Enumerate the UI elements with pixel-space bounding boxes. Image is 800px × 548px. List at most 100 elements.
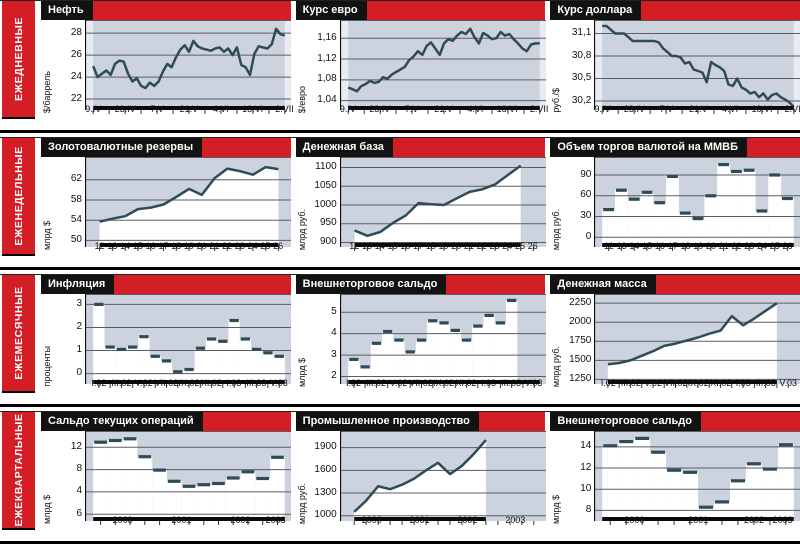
y-axis-tick-label: 2 — [331, 370, 337, 381]
frequency-sidebar: ЕЖЕМЕСЯЧНЫЕ — [0, 275, 37, 404]
y-axis-tick-label: 58 — [70, 193, 82, 205]
x-axis-tick-label: 2001 — [688, 514, 709, 525]
y-axis-tick-label: 30,8 — [571, 49, 592, 61]
y-axis-tick-label: 2000 — [569, 315, 592, 327]
x-axis-tick-label: 13 — [107, 240, 118, 251]
plot-column: 2000 2001 2002 2003 — [339, 431, 546, 526]
y-axis-tick-label: 1,16 — [317, 31, 337, 43]
frequency-band: ЕЖЕДНЕВНЫЕ — [2, 1, 35, 119]
y-axis-tick-label: 1250 — [569, 372, 592, 384]
x-axis-tick-label: 17 — [667, 240, 678, 251]
plot-column: 12 13 14 15 16 17 18 19 20 21 22 23 24 25 26 — [594, 157, 800, 252]
y-axis-labels: 90 60 30 0 — [564, 157, 594, 252]
x-axis-tick-label: 20 — [705, 240, 716, 251]
chart-canvas — [594, 20, 800, 114]
x-axis-tick-label: 18 — [680, 240, 691, 251]
x-axis-tick-label: 14 — [374, 240, 385, 251]
frequency-label: ЕЖЕМЕСЯЧНЫЕ — [12, 286, 25, 380]
y-axis-labels: 1100 1050 1000 950 900 — [310, 157, 340, 252]
x-axis-tick-label: 9.IV — [85, 103, 102, 114]
y-axis-labels: 1,16 1,12 1,08 1,04 — [310, 20, 340, 115]
x-axis-labels: 2000 2001 2002 2003 — [340, 514, 546, 526]
y-axis-unit: млрд руб. — [551, 345, 562, 387]
chart-body: проценты 3 2 1 0 I.02 III.02 V.02 VII.02 IX.02 X… — [41, 294, 291, 389]
chart-header: Промышленное производство — [295, 412, 546, 431]
chart-header: Инфляция — [41, 275, 291, 294]
x-axis-tick-label: 23 — [489, 240, 500, 251]
plot-column: 2000 2001 2002 2003 — [594, 431, 800, 526]
chart-svg — [339, 20, 546, 114]
row-panels: Золотовалютные резервы млрд $ 62 58 54 50 1… — [37, 138, 800, 267]
y-axis-unit: проценты — [42, 346, 52, 387]
y-axis-tick-label: 1,08 — [317, 73, 337, 85]
y-axis-tick-label: 0 — [76, 367, 82, 379]
x-axis-tick-label: 16 — [145, 240, 156, 251]
x-axis-labels: 9.IV 23.IV 7.V 21.V 4.VI 18.VI 2.VII — [594, 103, 800, 115]
x-axis-labels: 12 13 14 15 16 17 18 19 20 21 22 23 24 25 26 — [340, 240, 546, 252]
x-axis-tick-label: 2001 — [409, 514, 430, 525]
y-axis-tick-label: 10 — [580, 482, 592, 494]
y-axis-tick-label: 30,5 — [571, 72, 592, 83]
x-axis-tick-label: 26 — [527, 240, 538, 251]
plot-column: 2000 2001 2002 2003 — [85, 431, 291, 526]
y-axis-labels: 12 8 4 6 — [55, 431, 85, 526]
x-axis-tick-label: 4.VI — [467, 103, 484, 114]
x-axis-tick-label: VII.02 — [154, 377, 179, 388]
y-axis-tick-label: 8 — [585, 503, 592, 515]
chart-header: Внешнеторговое сальдо — [295, 275, 546, 294]
x-axis-tick-label: V.02 — [389, 377, 408, 388]
chart-panel-5: Объем торгов валютой на ММВБ млрд руб. 9… — [550, 138, 800, 267]
y-axis-unit: млрд $ — [42, 495, 52, 524]
x-axis-tick-label: 20 — [196, 240, 207, 251]
y-axis-tick-label: 90 — [580, 168, 592, 180]
chart-title: Сальдо текущих операций — [41, 412, 203, 431]
plot-column: I.02 III.02 V.02 VII.02 IX.02 XI.02 I.03 III.03… — [339, 294, 546, 389]
chart-body: млрд руб. 2250 2000 1750 1500 1250 I.02 III.0… — [550, 294, 800, 389]
y-axis-labels: 5 4 3 2 — [310, 294, 340, 389]
chart-panel-10: Промышленное производство млрд руб. 1900… — [295, 412, 546, 541]
x-axis-tick-label: VII.02 — [663, 377, 688, 388]
x-axis-labels: 9.IV 23.IV 7.V 21.V 4.VI 18.VI 2.VII — [85, 103, 294, 115]
y-axis-tick-label: 1000 — [314, 198, 337, 210]
y-axis-tick-label: 1 — [76, 344, 82, 355]
x-axis-tick-label: 2.VII — [529, 103, 549, 114]
y-axis-tick-label: 60 — [580, 189, 592, 201]
y-axis-tick-label: 1300 — [314, 486, 337, 498]
frequency-band: ЕЖЕНЕДЕЛЬНЫЕ — [2, 138, 35, 256]
x-axis-tick-label: 15 — [642, 240, 653, 251]
chart-canvas — [594, 157, 800, 251]
indicator-row-daily: ЕЖЕДНЕВНЫЕ Нефть $/баррель 28 26 24 22 9.IV… — [0, 0, 800, 133]
chart-svg — [594, 294, 800, 388]
x-axis-tick-label: VII.02 — [409, 377, 433, 388]
frequency-sidebar: ЕЖЕНЕДЕЛЬНЫЕ — [0, 138, 37, 267]
x-axis-tick-label: 7.V — [150, 103, 164, 114]
x-axis-tick-label: V.03 — [524, 377, 543, 388]
y-axis-tick-label: 30 — [580, 210, 592, 221]
chart-panel-6: Инфляция проценты 3 2 1 0 I.02 III.02 V.02 VII… — [41, 275, 291, 404]
x-axis-tick-label: 12 — [603, 240, 614, 251]
x-axis-tick-label: 18.VI — [242, 103, 264, 114]
chart-svg — [85, 20, 291, 114]
x-axis-tick-label: III.02 — [366, 377, 387, 388]
chart-body: млрд $ 14 12 10 8 2000 2001 2002 2003 — [550, 431, 800, 526]
x-axis-tick-label: 7.V — [404, 103, 419, 114]
x-axis-tick-label: 2003 — [505, 514, 526, 525]
y-axis-tick-label: 1050 — [314, 179, 337, 191]
y-axis-labels: 62 58 54 50 — [55, 157, 85, 252]
x-axis-tick-label: 23 — [744, 240, 755, 251]
row-panels: Нефть $/баррель 28 26 24 22 9.IV 23.IV 7.V 21.… — [37, 1, 800, 130]
chart-svg — [339, 157, 546, 251]
x-axis-tick-label: 18.VI — [751, 103, 773, 114]
y-axis-unit: млрд руб. — [551, 208, 562, 250]
y-axis-unit: $/евро — [296, 85, 307, 113]
chart-header: Денежная база — [295, 138, 546, 157]
y-axis-tick-label: 1900 — [314, 441, 337, 453]
x-axis-tick-label: 2003 — [772, 514, 793, 525]
y-axis-tick-label: 1500 — [569, 353, 592, 365]
x-axis-tick-label: 17 — [413, 240, 424, 251]
y-axis-tick-label: 2 — [76, 321, 82, 332]
chart-body: млрд $ 5 4 3 2 I.02 III.02 V.02 VII.02 IX.02 XI.… — [296, 294, 546, 389]
x-axis-labels: 9.IV 23.IV 7.V 21.V 4.VI 18.VI 2.VII — [340, 103, 549, 115]
y-axis-tick-label: 50 — [70, 233, 82, 245]
x-axis-tick-label: 13 — [616, 240, 627, 251]
